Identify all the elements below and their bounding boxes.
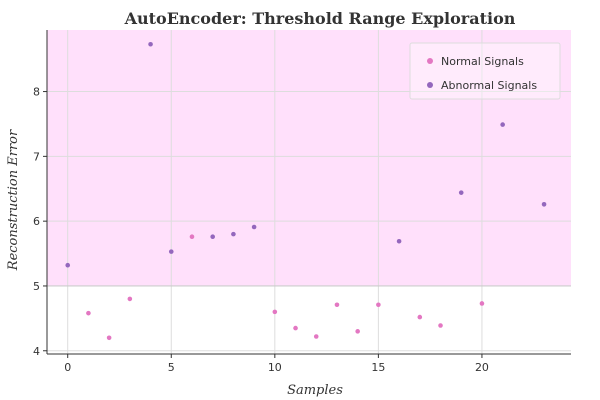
plot-area [47,30,571,354]
x-tick-label: 20 [475,361,489,374]
abnormal-signal-point [231,231,236,237]
y-tick-label: 7 [33,150,40,163]
normal-signal-point [313,334,319,339]
abnormal-signal-point [541,202,547,207]
y-tick-label: 8 [33,86,40,99]
legend-marker-normal [427,58,433,64]
axes [46,30,571,355]
normal-signal-point [334,302,340,308]
abnormal-signal-point [210,234,215,240]
x-tick-label: 0 [64,361,71,374]
x-axis-ticks: 0 5 10 15 20 [64,354,489,374]
normal-signal-point [86,310,91,316]
normal-signal-point [355,329,360,334]
legend-label-abnormal: Abnormal Signals [441,79,537,92]
normal-signal-point [272,309,278,315]
legend: Normal Signals Abnormal Signals [409,42,561,100]
normal-signal-point [438,323,443,328]
abnormal-region [47,30,571,286]
normal-region [47,285,571,354]
legend-marker-abnormal [427,82,433,88]
abnormal-signal-point [396,238,402,244]
y-tick-label: 6 [33,215,40,228]
y-tick-label: 4 [33,345,40,358]
abnormal-signal-point [148,41,153,47]
y-tick-label: 5 [33,280,40,293]
normal-signal-point [376,302,381,308]
y-axis-ticks: 4 5 6 7 8 [33,86,47,358]
x-tick-label: 5 [168,361,175,374]
legend-label-normal: Normal Signals [441,55,524,68]
normal-signal-point [293,325,298,331]
abnormal-signal-point [251,224,257,230]
normal-signal-point [417,314,423,320]
x-tick-label: 15 [371,361,385,374]
y-axis-label: Reconstruction Error [6,129,21,271]
abnormal-signal-point [458,190,464,195]
abnormal-signal-point [168,249,174,254]
normal-signal-point [189,234,195,240]
normal-signal-point [127,296,133,302]
abnormal-signal-point [500,122,505,127]
normal-signal-point [106,335,112,341]
abnormal-signal-point [65,262,71,268]
data-points [65,41,547,341]
x-tick-label: 10 [268,361,282,374]
chart-title: AutoEncoder: Threshold Range Exploration [124,9,516,28]
x-axis-label: Samples [287,383,343,398]
legend-box [409,42,561,100]
normal-signal-point [479,301,485,306]
